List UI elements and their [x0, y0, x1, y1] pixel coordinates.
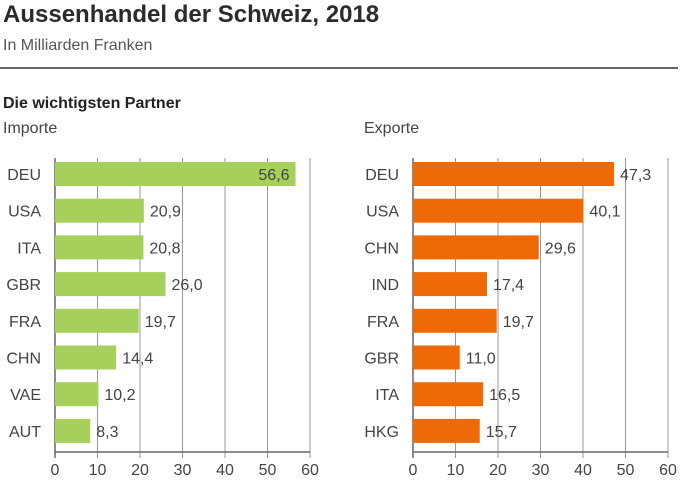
exports-category-label: CHN [364, 240, 399, 257]
imports-bar [55, 272, 166, 297]
exports-category-label: USA [366, 204, 399, 221]
exports-category-label: ITA [375, 387, 399, 404]
exports-tick-label: 60 [659, 462, 677, 479]
exports-tick-label: 10 [447, 462, 465, 479]
imports-bar [55, 382, 99, 407]
imports-tick-label: 50 [259, 462, 277, 479]
exports-bar [413, 162, 615, 186]
imports-value-label: 20,9 [150, 204, 181, 221]
imports-panel-title: Importe [3, 120, 58, 137]
exports-bar [413, 382, 484, 407]
imports-category-label: FRA [9, 314, 41, 331]
imports-tick-label: 30 [174, 462, 192, 479]
exports-bar [413, 198, 584, 223]
exports-tick-label: 30 [532, 462, 550, 479]
header-divider [0, 67, 678, 69]
imports-category-label: ITA [17, 240, 41, 257]
imports-tick-label: 60 [301, 462, 319, 479]
imports-category-label: AUT [9, 424, 41, 441]
chart-subtitle: In Milliarden Franken [3, 37, 153, 54]
exports-tick-label: 40 [574, 462, 592, 479]
imports-category-label: GBR [6, 277, 41, 294]
exports-category-label: GBR [364, 351, 399, 368]
imports-value-label: 26,0 [172, 277, 203, 294]
imports-bar [55, 308, 139, 333]
imports-category-label: USA [8, 204, 41, 221]
exports-category-label: FRA [367, 314, 399, 331]
exports-value-label: 47,3 [620, 167, 651, 184]
imports-value-label: 10,2 [104, 387, 135, 404]
exports-bar [413, 418, 480, 443]
exports-bar [413, 272, 487, 297]
exports-category-label: IND [371, 277, 399, 294]
imports-category-label: CHN [6, 351, 41, 368]
imports-category-label: DEU [7, 167, 41, 184]
exports-bar [413, 235, 539, 260]
imports-category-label: VAE [10, 387, 41, 404]
exports-value-label: 17,4 [493, 277, 524, 294]
section-heading: Die wichtigsten Partner [3, 95, 181, 112]
imports-bar [55, 235, 144, 260]
exports-value-label: 19,7 [503, 314, 534, 331]
exports-category-label: DEU [365, 167, 399, 184]
imports-value-label: 8,3 [96, 424, 118, 441]
exports-panel-title: Exporte [364, 120, 420, 137]
imports-value-label: 56,6 [258, 167, 289, 184]
imports-bar [55, 345, 117, 370]
exports-value-label: 11,0 [466, 351, 496, 368]
imports-value-label: 19,7 [145, 314, 176, 331]
imports-bar [55, 162, 296, 186]
imports-value-label: 14,4 [122, 351, 153, 368]
exports-bar [413, 308, 497, 333]
imports-tick-label: 20 [131, 462, 149, 479]
exports-tick-label: 20 [489, 462, 507, 479]
exports-value-label: 15,7 [486, 424, 517, 441]
imports-tick-label: 0 [51, 462, 60, 479]
exports-category-label: HKG [364, 424, 399, 441]
exports-tick-label: 50 [617, 462, 635, 479]
exports-value-label: 40,1 [589, 204, 620, 221]
exports-tick-label: 0 [409, 462, 418, 479]
exports-value-label: 29,6 [545, 240, 576, 257]
imports-tick-label: 10 [89, 462, 107, 479]
imports-value-label: 20,8 [149, 240, 180, 257]
imports-bar [55, 198, 144, 223]
exports-value-label: 16,5 [489, 387, 520, 404]
chart-title: Aussenhandel der Schweiz, 2018 [3, 1, 380, 28]
imports-bar [55, 418, 91, 443]
imports-tick-label: 40 [216, 462, 234, 479]
exports-bar [413, 345, 460, 370]
